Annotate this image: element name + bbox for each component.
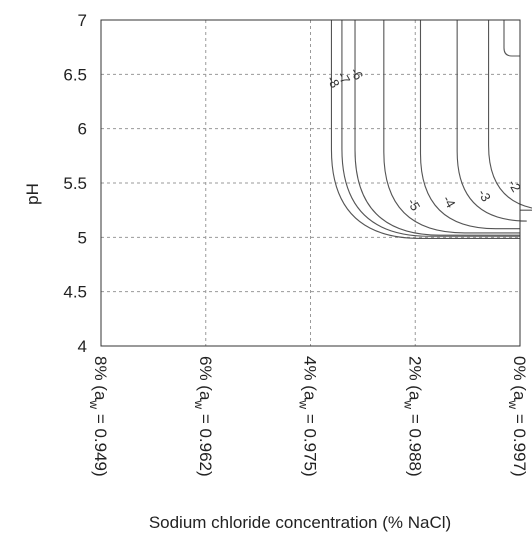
x-axis-label: Sodium chloride concentration (% NaCl): [149, 513, 451, 532]
contour-label: -2: [505, 177, 524, 195]
y-tick-label: 7: [78, 11, 87, 30]
contour-line: [330, 20, 520, 239]
contour-label: -4: [440, 193, 459, 211]
x-tick-labels: 8% (aw = 0.949) 6% (aw = 0.962) 4% (aw = 0…: [87, 356, 529, 477]
contour-labels: -2-3-4-5-6-7-8: [324, 65, 524, 213]
y-tick-label: 4.5: [63, 283, 87, 302]
x-tick-label: 0% (aw = 0.997): [506, 356, 529, 477]
y-tick-labels: 4 4.5 5 5.5 6 6.5 7: [63, 11, 87, 356]
y-tick-label: 6: [78, 120, 87, 139]
x-tick-label: 4% (aw = 0.975): [297, 356, 320, 477]
contour-line: [419, 20, 520, 230]
y-tick-label: 4: [78, 337, 87, 356]
y-tick-label: 6.5: [63, 65, 87, 84]
y-tick-label: 5.5: [63, 174, 87, 193]
y-axis-label: pH: [23, 183, 42, 205]
contour-line: [503, 20, 520, 57]
contour-line: [341, 20, 520, 237]
x-tick-label: 6% (aw = 0.962): [192, 356, 215, 477]
contour-lines: [330, 20, 532, 239]
x-tick-label: 2% (aw = 0.988): [401, 356, 424, 477]
y-tick-label: 5: [78, 228, 87, 247]
contour-label: -5: [405, 196, 424, 214]
contour-line: [456, 20, 527, 222]
plot-frame: [100, 19, 521, 347]
contour-line: [488, 20, 532, 211]
contour-label: -3: [475, 187, 494, 205]
x-tick-label: 8% (aw = 0.949): [87, 356, 110, 477]
contour-line: [354, 20, 520, 236]
contour-line: [383, 20, 520, 234]
